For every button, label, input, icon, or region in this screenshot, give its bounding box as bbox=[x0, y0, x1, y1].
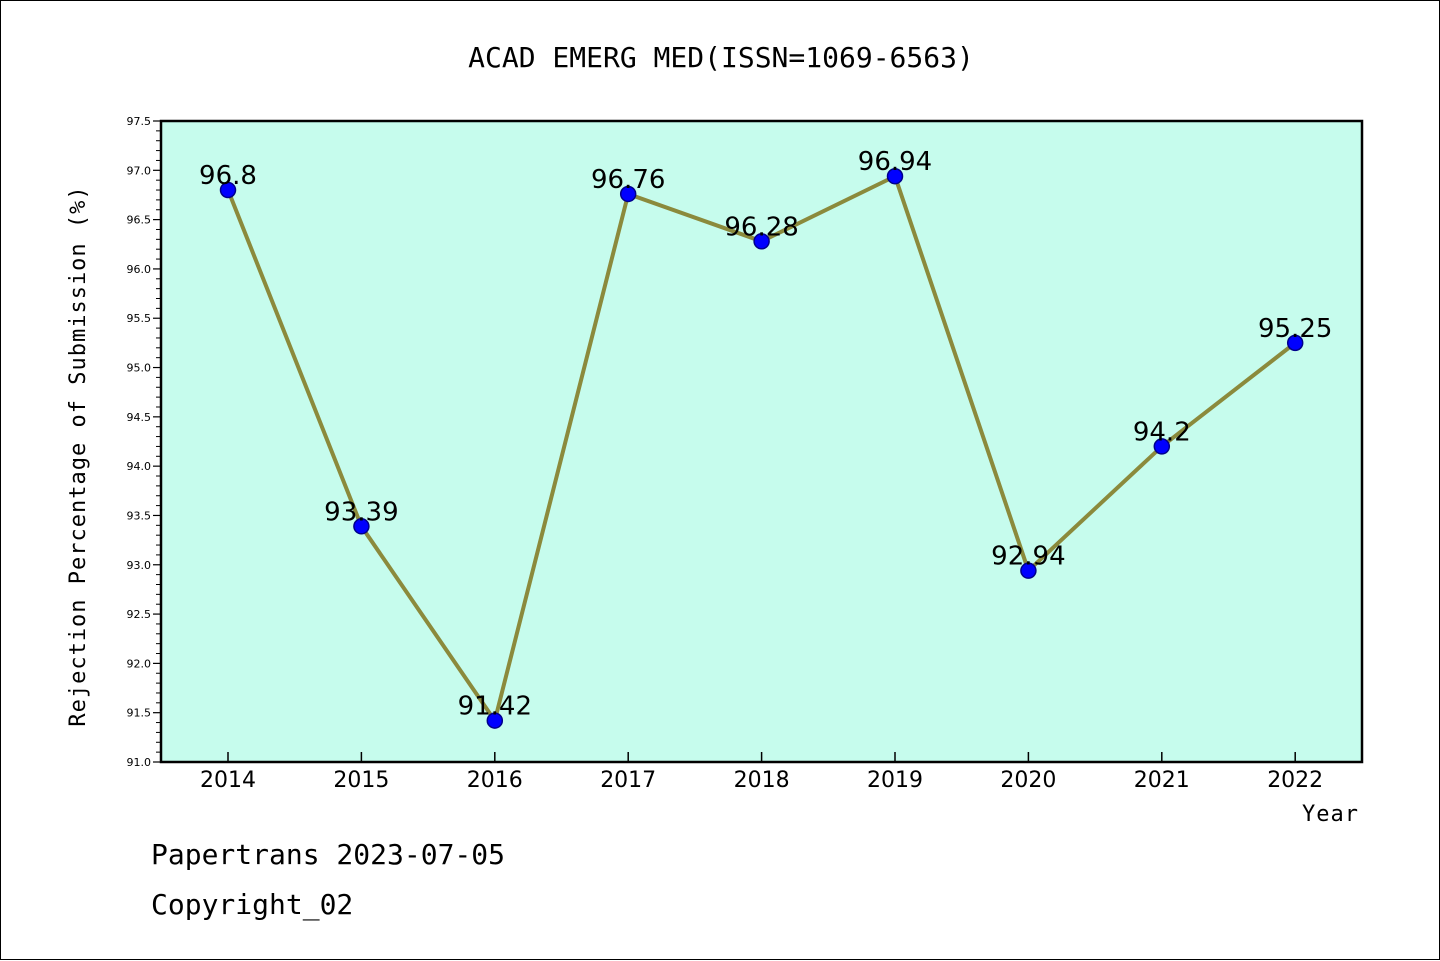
y-tick-label: 91.5 bbox=[127, 707, 152, 720]
data-label: 95.25 bbox=[1258, 314, 1332, 344]
y-tick-label: 96.0 bbox=[127, 263, 152, 276]
x-tick-label: 2018 bbox=[734, 768, 790, 793]
data-label: 92.94 bbox=[991, 542, 1065, 572]
y-tick-label: 95.5 bbox=[127, 312, 152, 325]
data-label: 96.76 bbox=[591, 165, 665, 195]
data-point bbox=[1286, 334, 1304, 352]
data-label: 91.42 bbox=[458, 692, 532, 722]
footer-copyright: Copyright_02 bbox=[151, 888, 353, 922]
data-point bbox=[353, 518, 370, 535]
y-tick-label: 93.0 bbox=[127, 559, 152, 572]
y-tick-label: 92.5 bbox=[127, 608, 152, 621]
y-tick-label: 94.0 bbox=[127, 460, 152, 473]
chart-title: ACAD EMERG MED(ISSN=1069-6563) bbox=[468, 41, 974, 74]
x-tick-label: 2020 bbox=[1000, 768, 1056, 793]
y-tick-label: 94.5 bbox=[127, 411, 152, 424]
x-axis-title: Year bbox=[1302, 802, 1359, 827]
y-tick-label: 93.5 bbox=[127, 509, 152, 522]
data-points bbox=[219, 167, 1304, 729]
data-point bbox=[886, 167, 904, 185]
y-tick-label: 97.5 bbox=[127, 115, 152, 128]
y-tick-label: 95.0 bbox=[127, 362, 152, 375]
data-label: 96.94 bbox=[858, 147, 932, 177]
x-tick-label: 2022 bbox=[1267, 768, 1323, 793]
data-point bbox=[619, 185, 637, 203]
data-point bbox=[219, 181, 237, 199]
data-label: 94.2 bbox=[1133, 417, 1191, 447]
y-tick-label: 91.0 bbox=[127, 756, 152, 769]
x-tick-label: 2019 bbox=[867, 768, 923, 793]
data-point bbox=[1153, 438, 1171, 455]
y-axis-title: Rejection Percentage of Submission (%) bbox=[66, 185, 91, 726]
y-axis: 91.0 91.5 92.0 92.5 93.0 93.5 94.0 94.5 95.0 95.5… bbox=[127, 115, 161, 769]
data-label: 96.28 bbox=[724, 212, 798, 242]
data-label: 93.39 bbox=[324, 497, 398, 527]
y-tick-label: 92.0 bbox=[127, 657, 152, 670]
y-tick-label: 96.5 bbox=[127, 214, 152, 227]
plot-border bbox=[159, 119, 1364, 764]
data-point bbox=[753, 233, 770, 250]
y-tick-label: 97.0 bbox=[127, 164, 152, 177]
x-axis: 2014 2015 2016 2017 2018 2019 2020 2021 2022 bbox=[200, 752, 1323, 793]
data-labels: 96.8 93.39 91.42 96.76 96.28 96.94 92.94 94.2 95… bbox=[199, 147, 1332, 721]
x-tick-label: 2021 bbox=[1134, 768, 1190, 793]
x-tick-label: 2014 bbox=[200, 768, 256, 793]
data-point bbox=[486, 712, 504, 729]
data-label: 96.8 bbox=[199, 161, 257, 191]
x-tick-label: 2017 bbox=[600, 768, 656, 793]
x-tick-label: 2015 bbox=[333, 768, 389, 793]
footer-date: Papertrans 2023-07-05 bbox=[151, 838, 505, 871]
data-point bbox=[1020, 562, 1037, 579]
x-tick-label: 2016 bbox=[467, 768, 523, 793]
